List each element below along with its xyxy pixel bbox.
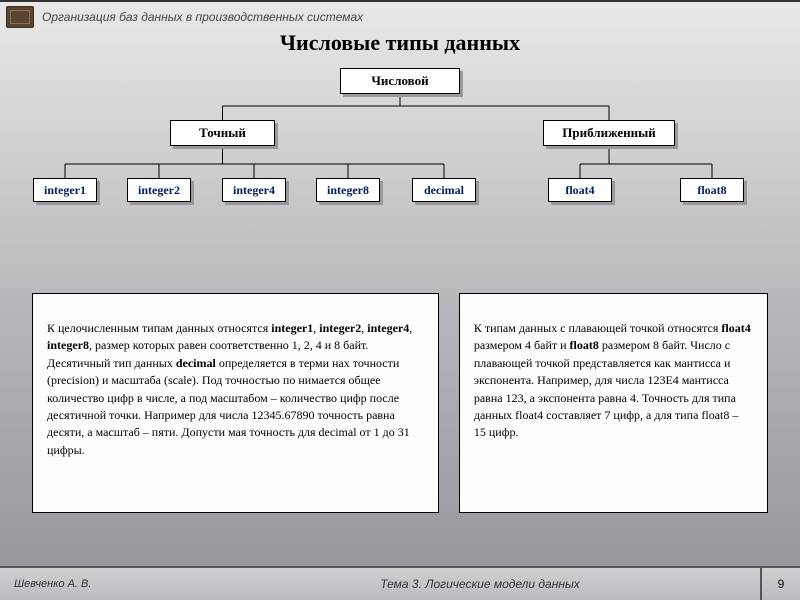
type-hierarchy-diagram: Числовой Точный Приближенный integer1 intege… [0,62,800,242]
node-leaf-integer1: integer1 [33,178,97,202]
description-columns: К целочисленным типам данных относятся i… [32,293,768,513]
integer-types-paragraph: К целочисленным типам данных относятся i… [32,293,439,513]
node-leaf-decimal: decimal [412,178,476,202]
node-exact: Точный [170,120,275,146]
course-logo-icon [6,6,34,28]
node-leaf-integer4: integer4 [222,178,286,202]
node-leaf-float8: float8 [680,178,744,202]
float-types-paragraph: К типам данных с плавающей точкой относя… [459,293,768,513]
header: Организация баз данных в производственны… [6,6,794,28]
course-title: Организация баз данных в производственны… [42,10,363,24]
footer: Шевченко А. В. Тема 3. Логические модели… [0,566,800,600]
node-leaf-integer2: integer2 [127,178,191,202]
footer-author: Шевченко А. В. [0,578,200,590]
node-root: Числовой [340,68,460,94]
node-leaf-float4: float4 [548,178,612,202]
node-approx: Приближенный [543,120,675,146]
footer-subject: Тема 3. Логические модели данных [200,577,760,591]
node-leaf-integer8: integer8 [316,178,380,202]
page-title: Числовые типы данных [0,30,800,56]
footer-page-number: 9 [760,568,800,600]
